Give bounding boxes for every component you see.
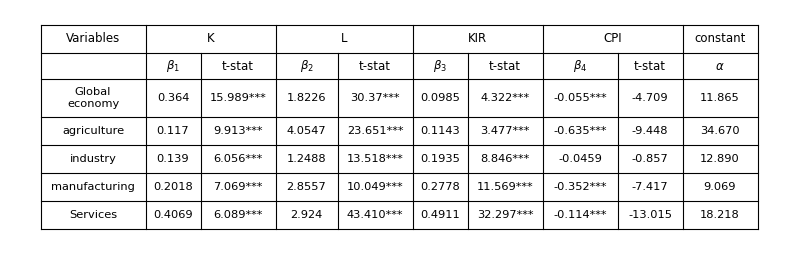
- Text: 6.056***: 6.056***: [213, 154, 263, 164]
- Text: 0.4911: 0.4911: [420, 210, 460, 220]
- Text: industry: industry: [69, 154, 117, 164]
- Text: constant: constant: [694, 33, 745, 45]
- Text: -0.055***: -0.055***: [553, 93, 606, 103]
- Text: 3.477***: 3.477***: [480, 126, 530, 136]
- Text: -0.635***: -0.635***: [553, 126, 606, 136]
- Text: 6.089***: 6.089***: [213, 210, 263, 220]
- Text: 13.518***: 13.518***: [346, 154, 403, 164]
- Text: 9.913***: 9.913***: [213, 126, 263, 136]
- Text: 7.069***: 7.069***: [213, 182, 263, 192]
- Text: 2.8557: 2.8557: [286, 182, 326, 192]
- Text: 43.410***: 43.410***: [347, 210, 403, 220]
- Text: Services: Services: [69, 210, 117, 220]
- Text: 0.139: 0.139: [156, 154, 189, 164]
- Text: -0.0459: -0.0459: [558, 154, 602, 164]
- Text: 4.322***: 4.322***: [480, 93, 530, 103]
- Text: -7.417: -7.417: [632, 182, 668, 192]
- Text: $\beta_3$: $\beta_3$: [433, 58, 447, 74]
- Text: -9.448: -9.448: [632, 126, 668, 136]
- Text: 12.890: 12.890: [700, 154, 740, 164]
- Text: 0.117: 0.117: [156, 126, 189, 136]
- Text: t-stat: t-stat: [222, 59, 254, 72]
- Text: 15.989***: 15.989***: [210, 93, 267, 103]
- Text: -0.114***: -0.114***: [553, 210, 606, 220]
- Text: 11.569***: 11.569***: [476, 182, 533, 192]
- Text: t-stat: t-stat: [634, 59, 666, 72]
- Text: $\beta_1$: $\beta_1$: [166, 58, 180, 74]
- Text: 0.2778: 0.2778: [420, 182, 460, 192]
- Text: 32.297***: 32.297***: [476, 210, 533, 220]
- Text: -0.857: -0.857: [632, 154, 669, 164]
- Text: $\beta_4$: $\beta_4$: [573, 58, 587, 74]
- Text: 8.846***: 8.846***: [480, 154, 530, 164]
- Text: -13.015: -13.015: [628, 210, 672, 220]
- Text: 2.924: 2.924: [290, 210, 322, 220]
- Text: 0.0985: 0.0985: [420, 93, 460, 103]
- Text: 0.1143: 0.1143: [420, 126, 460, 136]
- Text: manufacturing: manufacturing: [51, 182, 135, 192]
- Text: 30.37***: 30.37***: [350, 93, 400, 103]
- Text: KIR: KIR: [468, 33, 487, 45]
- Text: -4.709: -4.709: [632, 93, 668, 103]
- Text: 0.1935: 0.1935: [420, 154, 460, 164]
- Text: 4.0547: 4.0547: [286, 126, 326, 136]
- Text: 18.218: 18.218: [700, 210, 740, 220]
- Text: -0.352***: -0.352***: [553, 182, 606, 192]
- Text: CPI: CPI: [603, 33, 622, 45]
- Text: 34.670: 34.670: [700, 126, 740, 136]
- Text: Global
economy: Global economy: [67, 87, 119, 109]
- Text: 1.2488: 1.2488: [286, 154, 326, 164]
- Text: 0.364: 0.364: [157, 93, 189, 103]
- Text: 0.2018: 0.2018: [153, 182, 193, 192]
- Text: L: L: [341, 33, 347, 45]
- Text: 0.4069: 0.4069: [153, 210, 193, 220]
- Text: t-stat: t-stat: [489, 59, 521, 72]
- Text: K: K: [207, 33, 215, 45]
- Text: Variables: Variables: [66, 33, 120, 45]
- Text: agriculture: agriculture: [62, 126, 124, 136]
- Text: t-stat: t-stat: [359, 59, 391, 72]
- Text: 11.865: 11.865: [700, 93, 740, 103]
- Text: $\alpha$: $\alpha$: [715, 59, 725, 72]
- Text: 23.651***: 23.651***: [347, 126, 403, 136]
- Text: 10.049***: 10.049***: [346, 182, 403, 192]
- Text: 9.069: 9.069: [704, 182, 737, 192]
- Text: $\beta_2$: $\beta_2$: [299, 58, 314, 74]
- Text: 1.8226: 1.8226: [286, 93, 326, 103]
